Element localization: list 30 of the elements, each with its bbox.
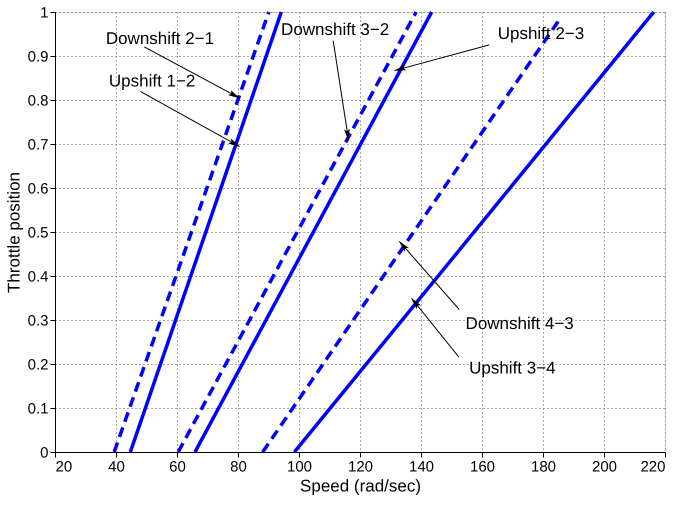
- annotation: Upshift 1−2: [108, 72, 196, 91]
- x-tick-label: 160: [470, 458, 496, 476]
- x-tick-label: 120: [348, 458, 374, 476]
- x-tick-label: 140: [408, 458, 434, 476]
- x-tick-label: 180: [530, 458, 556, 476]
- x-tick-label: 60: [169, 458, 186, 476]
- y-tick-label: 0.3: [28, 312, 48, 330]
- y-tick-label: 0.2: [28, 356, 48, 374]
- x-tick-label: 200: [592, 458, 618, 476]
- y-tick-label: 0.6: [28, 180, 48, 198]
- y-tick-label: 0: [40, 444, 48, 462]
- y-axis-title: Throttle position: [4, 172, 24, 293]
- y-tick-label: 0.5: [28, 224, 48, 242]
- x-tick-label: 80: [230, 458, 247, 476]
- annotation: Downshift 4−3: [466, 314, 574, 334]
- y-tick-label: 0.4: [28, 268, 48, 286]
- annotation: Downshift 2−1: [106, 29, 214, 48]
- y-tick-label: 0.8: [28, 92, 48, 110]
- x-tick-label: 40: [108, 458, 125, 476]
- x-axis-title: Speed (rad/sec): [300, 476, 421, 496]
- annotation: Upshift 2−3: [498, 24, 584, 44]
- x-tick-label: 220: [640, 458, 666, 476]
- annotation: Upshift 3−4: [469, 358, 556, 378]
- y-tick-label: 0.7: [28, 136, 48, 154]
- y-tick-label: 0.9: [28, 48, 48, 66]
- x-tick-label: 20: [56, 458, 72, 476]
- y-tick-label: 1: [40, 4, 48, 22]
- y-tick-label: 0.1: [28, 400, 48, 418]
- x-tick-label: 100: [286, 458, 312, 476]
- annotation: Downshift 3−2: [281, 20, 390, 39]
